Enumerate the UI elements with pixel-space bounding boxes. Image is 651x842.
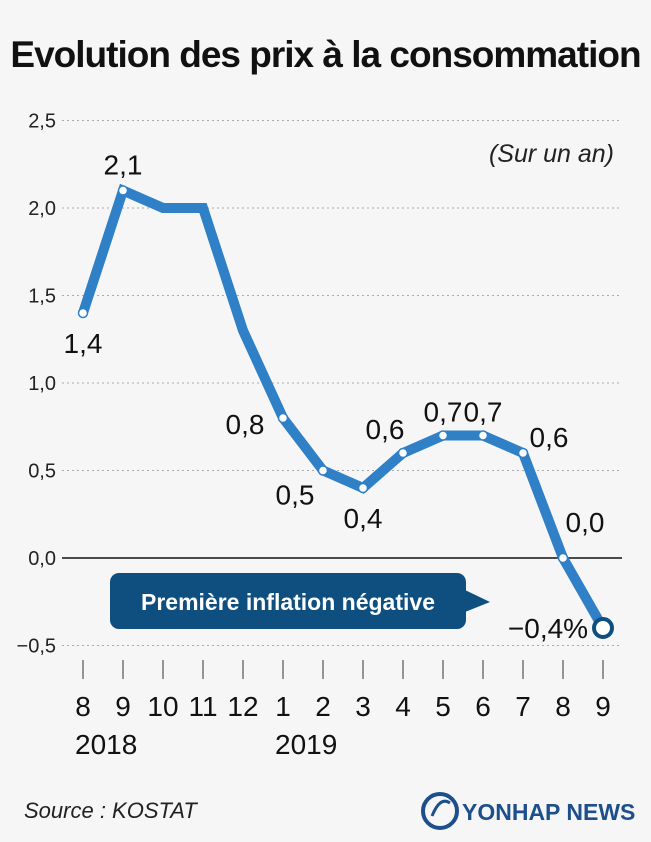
- brand-logo: YONHAP NEWS: [421, 792, 635, 830]
- data-label: 1,4: [64, 328, 103, 359]
- data-label: 2,1: [104, 150, 143, 181]
- brand-name: YONHAP NEWS: [462, 799, 635, 825]
- y-tick-label: 0,0: [28, 548, 56, 570]
- y-tick-label: −0,5: [17, 636, 56, 658]
- x-tick-label: 4: [395, 691, 411, 722]
- y-tick-label: 0,5: [28, 461, 56, 483]
- data-label: 0,5: [276, 480, 315, 511]
- data-label: 0,0: [566, 507, 605, 538]
- data-label: 0,4: [344, 503, 383, 534]
- year-label: 2018: [75, 729, 137, 760]
- callout-text: Première inflation négative: [141, 589, 435, 615]
- data-labels: 1,4 2,1 0,8 0,5 0,4 0,6 0,7 0,7 0,6 0,0 −0,4%: [64, 150, 605, 645]
- data-point: [357, 482, 369, 494]
- y-tick-label: 2,0: [28, 198, 56, 220]
- x-tick-label: 12: [227, 691, 258, 722]
- data-label: −0,4%: [508, 613, 588, 644]
- x-tick-label: 7: [515, 691, 531, 722]
- data-label: 0,7: [424, 397, 463, 428]
- series-markers: [77, 185, 614, 639]
- chart-title: Evolution des prix à la consommation: [10, 34, 641, 75]
- data-point: [437, 430, 449, 441]
- y-tick-label: 1,5: [28, 286, 56, 308]
- data-point: [477, 430, 489, 441]
- y-tick-label: 2,5: [28, 111, 56, 133]
- unit-note: (Sur un an): [489, 140, 614, 168]
- series-line: [78, 183, 608, 631]
- x-tick-label: 6: [475, 691, 491, 722]
- x-tick-label: 5: [435, 691, 451, 722]
- data-point: [317, 465, 329, 476]
- y-tick-label: 1,0: [28, 373, 56, 395]
- data-point: [117, 185, 129, 196]
- x-tick-label: 9: [595, 691, 611, 722]
- brand-logo-icon: [421, 792, 459, 830]
- source-note: Source : KOSTAT: [24, 798, 198, 823]
- series-line-path: [78, 183, 608, 631]
- x-tick-label: 8: [555, 691, 571, 722]
- year-label: 2019: [275, 729, 337, 760]
- data-label: 0,7: [464, 397, 503, 428]
- x-tick-label: 1: [275, 691, 291, 722]
- data-point: [397, 447, 409, 459]
- x-tick-label: 8: [75, 691, 91, 722]
- x-tick-label: 10: [147, 691, 178, 722]
- x-tick-label: 2: [315, 691, 331, 722]
- x-tick-label: 11: [188, 691, 217, 722]
- data-point: [77, 307, 89, 319]
- callout-box: Première inflation négative: [110, 573, 490, 629]
- y-axis-ticks: 2,5 2,0 1,5 1,0 0,5 0,0 −0,5: [17, 111, 56, 658]
- data-label: 0,8: [226, 409, 265, 440]
- data-label: 0,6: [366, 414, 405, 445]
- x-tick-label: 9: [115, 691, 131, 722]
- data-point: [592, 617, 614, 639]
- data-point: [277, 412, 289, 424]
- data-point: [517, 447, 529, 459]
- x-tick-label: 3: [355, 691, 371, 722]
- data-point: [557, 552, 569, 564]
- data-label: 0,6: [530, 422, 569, 453]
